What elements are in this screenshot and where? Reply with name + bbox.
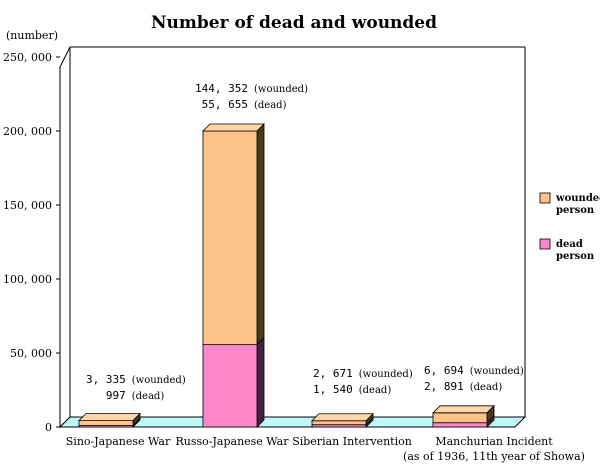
x-tick-label: Russo-Japanese War	[176, 435, 290, 448]
data-label-group: 6, 694 (wounded) 2, 891 (dead)	[424, 364, 524, 393]
y-tick-label: 150, 000	[3, 199, 52, 212]
bar-stack	[311, 412, 374, 428]
plot-side-wall	[59, 46, 71, 429]
bar-stack	[432, 404, 495, 428]
bar-wounded	[202, 130, 258, 346]
legend-label-line2: person	[556, 251, 595, 262]
x-tick-note: (as of 1936, 11th year of Showa)	[403, 450, 585, 463]
data-label-group: 144, 352 (wounded) 55, 655 (dead)	[195, 82, 308, 111]
y-tick-label: 50, 000	[10, 347, 52, 360]
legend-swatch	[539, 192, 551, 204]
bar-wounded	[311, 420, 367, 426]
plot-frame	[59, 46, 526, 429]
y-axis: 0 50, 000 100, 000 150, 000 200, 000 250, 000	[3, 51, 61, 434]
data-label-dead-value: 1, 540	[313, 383, 353, 396]
plot-back-wall	[69, 46, 526, 418]
data-label-wounded-tag: (wounded)	[132, 375, 186, 386]
data-label-group: 2, 671 (wounded) 1, 540 (dead)	[313, 367, 413, 396]
y-tick-label: 250, 000	[3, 51, 52, 64]
y-tick-label: 100, 000	[3, 273, 52, 286]
bar-top	[311, 413, 374, 422]
bar-dead-side	[256, 336, 265, 428]
x-axis-labels: Sino-Japanese War Russo-Japanese War Siber…	[66, 435, 585, 463]
y-tick-label: 0	[45, 421, 52, 434]
legend-label: wounded	[555, 193, 600, 204]
data-labels: 3, 335 (wounded) 997 (dead) 144, 352 (wounded…	[86, 82, 524, 402]
data-label-wounded-value: 6, 694	[424, 364, 464, 377]
data-label-dead-value: 2, 891	[424, 380, 464, 393]
data-label-wounded-tag: (wounded)	[359, 369, 413, 380]
data-label-wounded-value: 144, 352	[195, 82, 248, 95]
chart-title: Number of dead and wounded	[151, 13, 437, 33]
y-tick-label: 200, 000	[3, 125, 52, 138]
x-tick-label: Siberian Intervention	[292, 435, 412, 448]
bar-stack	[78, 412, 141, 428]
data-label-wounded-tag: (wounded)	[470, 366, 524, 377]
legend-item: woundedperson	[539, 192, 600, 216]
data-label-dead-tag: (dead)	[254, 100, 287, 111]
legend-label: dead	[556, 239, 583, 250]
legend-swatch	[539, 238, 551, 250]
bar-top	[202, 123, 265, 132]
data-label-dead-tag: (dead)	[132, 391, 165, 402]
x-tick-label: Manchurian Incident	[435, 435, 553, 448]
bar-wounded	[78, 420, 134, 426]
bar-stack	[202, 123, 265, 428]
bar-top	[432, 405, 495, 414]
bar-dead	[202, 344, 258, 428]
data-label-dead-value: 55, 655	[202, 98, 248, 111]
y-axis-label: (number)	[6, 29, 58, 42]
bar-wounded	[432, 412, 488, 424]
data-label-group: 3, 335 (wounded) 997 (dead)	[86, 373, 186, 402]
bars	[78, 123, 495, 428]
bar-wounded-side	[256, 123, 265, 346]
data-label-dead-tag: (dead)	[470, 382, 503, 393]
data-label-wounded-tag: (wounded)	[254, 84, 308, 95]
data-label-wounded-value: 2, 671	[313, 367, 353, 380]
bar-top	[78, 413, 141, 421]
data-label-dead-value: 997	[106, 389, 126, 402]
data-label-dead-tag: (dead)	[359, 385, 392, 396]
data-label-wounded-value: 3, 335	[86, 373, 126, 386]
x-tick-label: Sino-Japanese War	[66, 435, 171, 448]
bar-dead	[432, 422, 488, 428]
legend-label-line2: person	[556, 205, 595, 216]
legend: woundedpersondeadperson	[539, 192, 600, 262]
